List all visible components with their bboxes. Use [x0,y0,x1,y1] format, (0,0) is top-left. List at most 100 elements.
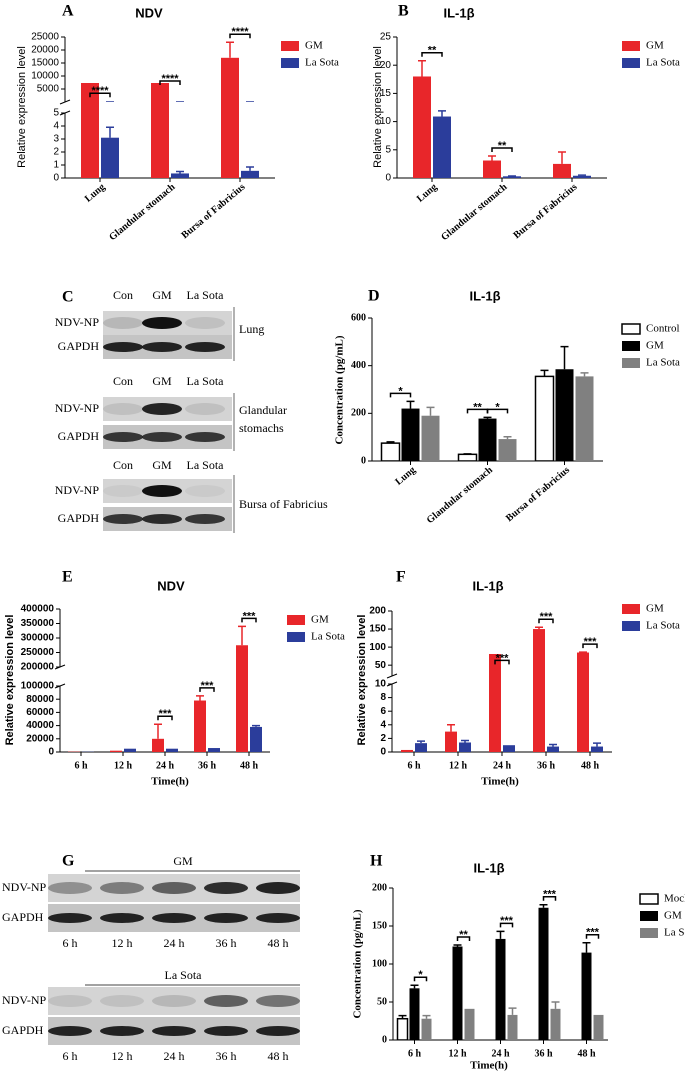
legend-label: La Sota [305,57,339,69]
error-bar [491,667,499,671]
blot-band [100,995,144,1007]
panel-letter: B [398,3,409,20]
blot-column-label: La Sota [187,458,225,472]
y-tick-label: 10 [375,679,387,690]
significance-label: *** [201,680,215,692]
error-bar [426,406,435,416]
blot-band [103,403,143,415]
y-axis-label: Concentration (pg/mL) [352,909,364,1018]
y-tick-label: 2 [380,733,386,744]
error-bar [438,110,446,117]
error-bar [535,626,543,630]
y-tick-label: 2 [53,147,59,158]
blot-column-label: Con [113,374,133,388]
blot-group-title: La Sota [165,968,203,982]
significance-label: **** [91,85,109,97]
bar [396,1017,409,1040]
blot-band [100,1026,144,1036]
chart-title: IL-1β [473,860,504,875]
y-tick-label: 10 [380,116,392,127]
bar [464,1008,475,1040]
x-tick-label: Glandular stomach [439,181,509,243]
y-tick-label: 8 [380,692,386,703]
x-tick-label: 24 h [493,760,512,771]
significance-bracket [585,933,600,939]
blot-row-label: GAPDH [58,429,100,443]
blot-band [256,995,300,1007]
y-tick-label: 150 [372,920,387,931]
blot-band [185,485,225,497]
blot-band [152,1026,196,1036]
tissue-label: stomachs [239,421,284,435]
y-tick-label: 10000 [31,71,59,82]
x-tick-label: 12 h [114,760,133,771]
bar [250,726,262,752]
chart-title: IL-1β [443,5,474,20]
significance-bracket [582,643,598,649]
y-tick-label: 0 [361,455,366,466]
blot-band [103,317,143,329]
x-tick-label: 36 h [534,1048,553,1059]
y-tick-label: 4 [380,719,386,730]
y-tick-label: 400000 [21,604,55,615]
blot-row-label: NDV-NP [55,483,100,497]
y-tick-label: 40000 [26,720,54,731]
blot-band [142,342,182,352]
error-bar [503,435,512,440]
blot-column-label: 6 h [63,1049,78,1063]
bar [101,137,119,178]
chart-panel: H IL-1β Concentration (pg/mL) Time(h) 0 50 100… [352,853,685,1072]
y-tick-label: 25000 [31,32,59,43]
blot-row-label: NDV-NP [2,993,47,1007]
bar [194,700,206,752]
chart-panel: A NDV Relative expression level 0 1 2 3 4 5 5000 1… [16,3,339,243]
blot-band [103,485,143,497]
legend-label: GM [646,40,664,52]
y-tick-label: 0 [380,747,386,758]
error-bar [582,941,591,953]
tissue-label: Lung [239,322,264,336]
legend-label: La Sota [646,620,680,632]
blot-band [185,403,225,415]
legend-swatch [621,323,641,335]
x-tick-label: 6 h [74,760,88,771]
bar [553,163,571,178]
y-tick-label: 80000 [26,694,54,705]
bar [421,1018,432,1040]
blot-row-label: NDV-NP [55,401,100,415]
blot-panel: C NDV-NP GAPDH Con GM La Sota Lung NDV-NP GAPDH C… [55,288,328,533]
legend-label: La Sota [646,57,680,69]
legend-swatch [622,41,640,51]
significance-label: ** [473,401,482,413]
y-tick-label: 20000 [26,733,54,744]
blot-band [142,432,182,442]
panel-letter: A [62,3,74,20]
bar [459,742,471,752]
significance-label: *** [496,652,510,664]
legend-label: La Sota [646,357,680,369]
chart-title: NDV [157,578,185,593]
error-bar [453,944,462,947]
bar [550,1008,561,1040]
bar [577,652,589,676]
legend-label: GM [305,40,323,52]
significance-label: * [418,969,423,981]
blot-column-label: GM [152,458,172,472]
y-tick-label: 5 [53,108,59,119]
bar [409,988,420,1040]
blot-band [152,913,196,923]
y-tick-label: 4 [53,121,59,132]
bar [152,738,164,752]
bar [166,748,178,752]
bar [241,170,259,178]
x-tick-label: 24 h [491,1048,510,1059]
bar [489,654,501,752]
panel-letter: E [62,569,73,586]
x-tick-label: 36 h [537,760,556,771]
legend-swatch [287,615,305,625]
bar [208,748,220,752]
blot-band [142,317,182,329]
blot-band [185,432,225,442]
y-tick-label: 400 [351,360,366,371]
